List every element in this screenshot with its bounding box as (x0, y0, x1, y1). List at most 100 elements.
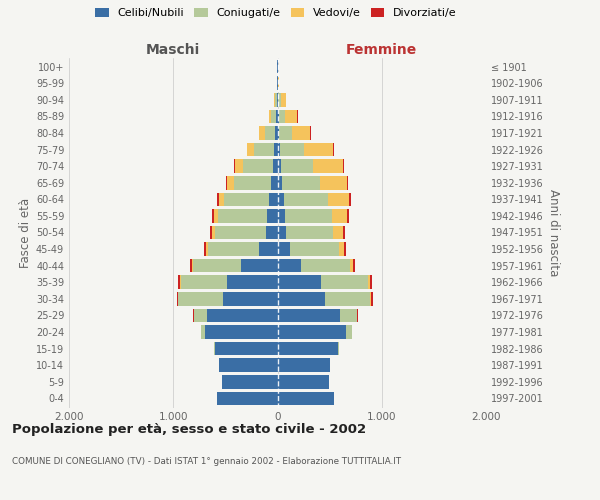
Bar (277, 342, 338, 355)
Bar (266, 226, 277, 239)
Bar (357, 308, 358, 322)
Bar (218, 192, 224, 206)
Bar (275, 126, 277, 140)
Bar (343, 160, 344, 173)
Bar (347, 176, 348, 190)
Bar (321, 276, 368, 289)
Bar (343, 226, 345, 239)
Bar (275, 93, 277, 106)
Bar (206, 242, 208, 256)
Bar (277, 276, 321, 289)
Bar (227, 276, 277, 289)
Bar (234, 176, 271, 190)
Bar (202, 325, 205, 339)
Bar (277, 110, 278, 123)
Bar (338, 342, 339, 355)
Text: Maschi: Maschi (146, 43, 200, 57)
Bar (277, 176, 282, 190)
Bar (277, 358, 329, 372)
Bar (271, 110, 277, 123)
Bar (227, 176, 234, 190)
Bar (259, 126, 265, 140)
Y-axis label: Fasce di età: Fasce di età (19, 198, 32, 268)
Bar (241, 259, 277, 272)
Bar (325, 292, 370, 306)
Bar (281, 160, 313, 173)
Bar (204, 242, 206, 256)
Bar (284, 192, 328, 206)
Bar (281, 93, 286, 106)
Bar (176, 292, 178, 306)
Bar (269, 110, 271, 123)
Bar (271, 176, 277, 190)
Bar (277, 325, 346, 339)
Bar (274, 143, 277, 156)
Bar (278, 76, 279, 90)
Bar (215, 226, 266, 239)
Bar (277, 242, 290, 256)
Bar (278, 93, 281, 106)
Bar (285, 110, 298, 123)
Bar (205, 325, 277, 339)
Bar (224, 192, 269, 206)
Bar (368, 276, 370, 289)
Bar (178, 292, 223, 306)
Bar (210, 226, 212, 239)
Bar (215, 342, 277, 355)
Bar (333, 226, 343, 239)
Bar (214, 209, 218, 222)
Bar (277, 375, 329, 388)
Bar (194, 308, 206, 322)
Bar (277, 160, 281, 173)
Bar (180, 276, 181, 289)
Bar (218, 209, 267, 222)
Bar (254, 143, 274, 156)
Text: COMUNE DI CONEGLIANO (TV) - Dati ISTAT 1° gennaio 2002 - Elaborazione TUTTITALIA: COMUNE DI CONEGLIANO (TV) - Dati ISTAT 1… (12, 458, 401, 466)
Bar (277, 259, 301, 272)
Bar (292, 126, 310, 140)
Bar (181, 276, 227, 289)
Bar (333, 143, 334, 156)
Bar (349, 192, 351, 206)
Bar (219, 358, 277, 372)
Bar (328, 192, 349, 206)
Bar (277, 308, 340, 322)
Bar (222, 375, 277, 388)
Bar (217, 392, 277, 405)
Bar (242, 160, 273, 173)
Text: Femmine: Femmine (346, 43, 418, 57)
Bar (370, 276, 371, 289)
Text: Popolazione per età, sesso e stato civile - 2002: Popolazione per età, sesso e stato civil… (12, 422, 366, 436)
Bar (277, 192, 284, 206)
Bar (178, 276, 180, 289)
Bar (277, 209, 286, 222)
Bar (347, 209, 349, 222)
Bar (226, 176, 227, 190)
Bar (313, 160, 343, 173)
Bar (247, 143, 254, 156)
Bar (350, 259, 353, 272)
Bar (212, 209, 214, 222)
Bar (277, 93, 278, 106)
Bar (206, 308, 277, 322)
Bar (193, 259, 241, 272)
Bar (286, 209, 332, 222)
Bar (320, 176, 347, 190)
Bar (301, 259, 350, 272)
Bar (282, 176, 320, 190)
Bar (344, 242, 346, 256)
Bar (235, 160, 242, 173)
Bar (332, 209, 347, 222)
Bar (277, 292, 325, 306)
Bar (346, 325, 352, 339)
Bar (267, 209, 277, 222)
Bar (304, 143, 333, 156)
Bar (259, 242, 277, 256)
Bar (279, 126, 292, 140)
Bar (208, 242, 259, 256)
Bar (277, 143, 280, 156)
Bar (370, 292, 371, 306)
Bar (353, 259, 355, 272)
Bar (278, 110, 285, 123)
Bar (340, 308, 357, 322)
